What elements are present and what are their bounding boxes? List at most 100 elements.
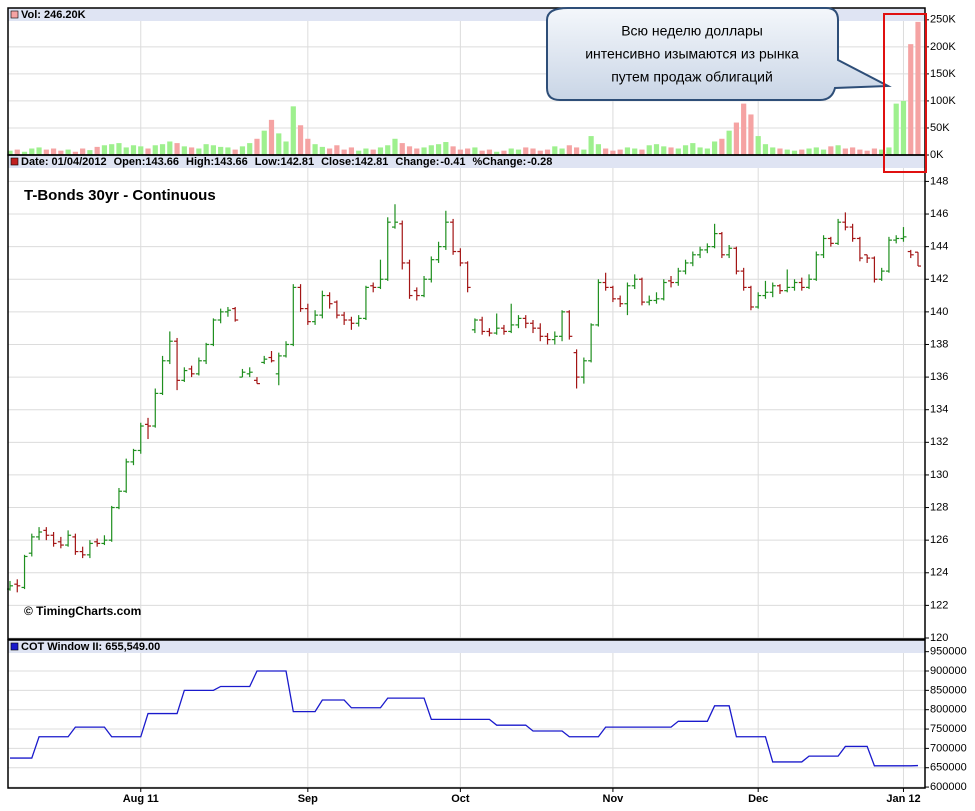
volume-bar: [595, 144, 601, 155]
volume-bar: [704, 148, 710, 155]
y-tick-label: 250K: [930, 14, 956, 26]
volume-bar: [21, 151, 28, 155]
panel-frame: [8, 155, 925, 639]
volume-bar: [661, 146, 667, 155]
volume-bar: [87, 150, 93, 155]
volume-bar: [399, 143, 405, 155]
volume-bar: [712, 141, 718, 155]
y-tick-label: 100K: [930, 95, 956, 107]
volume-bar: [653, 144, 660, 155]
volume-bar: [239, 146, 246, 155]
volume-bar: [697, 147, 703, 155]
volume-bar: [646, 145, 652, 155]
y-tick-label: 0K: [930, 149, 944, 161]
volume-bar: [36, 147, 42, 155]
volume-bar: [94, 146, 100, 155]
y-tick-label: 130: [930, 469, 948, 481]
volume-bar: [414, 148, 420, 155]
y-tick-label: 148: [930, 175, 948, 187]
volume-bar: [573, 147, 580, 155]
volume-bar: [770, 147, 776, 155]
y-tick-label: 140: [930, 306, 948, 318]
volume-bar: [624, 147, 631, 155]
callout: [546, 7, 892, 101]
volume-bar: [530, 148, 536, 155]
volume-bar: [479, 150, 485, 155]
volume-bar: [871, 148, 878, 155]
price-header: High:143.66: [186, 156, 248, 168]
y-tick-label: 124: [930, 567, 948, 579]
y-tick-label: 50K: [930, 122, 950, 134]
panel-border: [7, 154, 926, 640]
volume-bar: [893, 103, 899, 155]
header-strip: [8, 155, 925, 168]
header-swatch: [10, 10, 19, 19]
volume-bar: [443, 142, 449, 155]
volume-bar: [501, 150, 507, 155]
volume-bar: [508, 148, 514, 155]
volume-bar: [268, 119, 275, 155]
y-tick-label: 122: [930, 599, 948, 611]
volume-bar: [319, 146, 325, 155]
volume-bar: [850, 147, 856, 155]
volume-bar: [450, 146, 456, 155]
volume-bar: [915, 21, 921, 155]
volume-bar: [486, 149, 493, 155]
volume-bar: [80, 148, 86, 155]
cot-line: [10, 670, 919, 767]
y-tick-label: 136: [930, 371, 948, 383]
y-tick-label: 132: [930, 436, 948, 448]
volume-bar: [29, 148, 35, 155]
volume-bar: [632, 148, 638, 155]
volume-bar: [791, 150, 798, 155]
y-tick-label: 950000: [930, 646, 967, 658]
volume-bar: [552, 146, 558, 155]
price-header: Open:143.66: [114, 156, 179, 168]
volume-bar: [50, 148, 57, 155]
volume-bar: [7, 150, 13, 155]
y-tick-label: 900000: [930, 665, 967, 677]
volume-bar: [370, 149, 376, 155]
volume-bar: [109, 144, 115, 155]
volume-bar: [690, 143, 696, 155]
volume-bar: [232, 149, 238, 155]
volume-bar: [544, 149, 551, 155]
volume-bar: [428, 145, 434, 155]
panel-frame: [8, 640, 925, 788]
volume-bar: [123, 147, 129, 155]
volume-bar: [159, 144, 166, 155]
volume-bar: [138, 146, 144, 155]
x-tick-label: Nov: [603, 793, 625, 805]
price-header: -0.41: [440, 156, 465, 168]
volume-bar: [813, 147, 819, 155]
price-header: %Change:: [472, 156, 526, 168]
price-header: Date: 01/04/2012: [21, 156, 107, 168]
x-tick-label: Jan 12: [886, 793, 920, 805]
volume-bar: [726, 130, 732, 155]
volume-bar: [588, 136, 594, 155]
volume-bar: [181, 146, 187, 155]
volume-bar: [14, 149, 20, 155]
highlight-box: [883, 13, 927, 173]
volume-bar: [617, 149, 623, 155]
volume-bar: [864, 150, 870, 155]
y-tick-label: 700000: [930, 742, 967, 754]
y-tick-label: 126: [930, 534, 948, 546]
volume-bar: [741, 103, 747, 155]
y-tick-label: 850000: [930, 684, 967, 696]
volume-bar: [254, 138, 260, 155]
volume-bar: [435, 144, 442, 155]
price-header: Change:: [395, 156, 439, 168]
volume-bar: [908, 44, 914, 155]
volume-bar: [130, 145, 137, 155]
volume-bar: [668, 147, 674, 155]
volume-bar: [835, 145, 841, 155]
x-tick-label: Dec: [748, 793, 768, 805]
callout-text: Всю неделю доллары: [621, 23, 763, 39]
volume-bar: [515, 149, 522, 155]
volume-bar: [820, 149, 827, 155]
volume-bar: [762, 144, 769, 155]
callout-text: интенсивно изымаются из рынка: [585, 46, 799, 62]
volume-bar: [421, 147, 427, 155]
